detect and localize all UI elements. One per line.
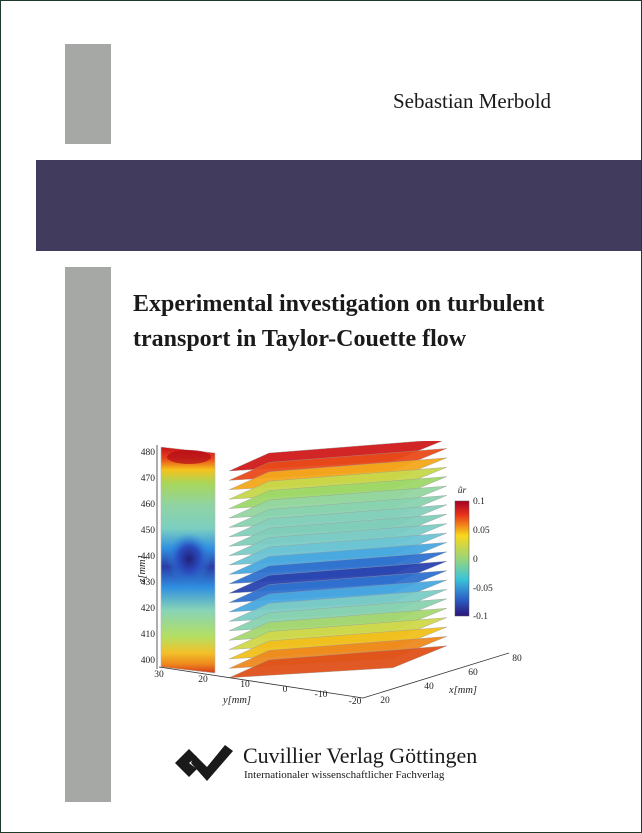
publisher-subtitle: Internationaler wissenschaftlicher Fachv… [244, 769, 445, 781]
z-axis-label: z[mm] [137, 555, 148, 583]
y-axis-label: y[mm] [222, 695, 251, 706]
z-tick: 460 [141, 500, 156, 510]
colorbar: ũr 0.1 0.05 0 -0.05 -0.1 [454, 486, 493, 622]
x-axis-label: x[mm] [448, 685, 477, 696]
z-tick: 400 [141, 656, 156, 666]
publisher-block: Cuvillier Verlag Göttingen International… [173, 741, 593, 791]
flow-figure: 480 470 460 450 440 430 420 410 400 z[mm… [131, 438, 531, 718]
gray-bar-main [65, 267, 111, 802]
colorbar-label: ũr [458, 486, 467, 496]
cuvillier-logo-icon [175, 745, 233, 781]
gray-bar-top [65, 44, 111, 144]
z-tick: 430 [141, 578, 156, 588]
x-tick: 20 [380, 696, 390, 706]
z-tick: 440 [141, 552, 156, 562]
x-tick: 60 [468, 668, 478, 678]
z-tick: 450 [141, 526, 156, 536]
flow-figure-svg: 480 470 460 450 440 430 420 410 400 z[mm… [137, 438, 522, 707]
y-tick: 20 [198, 675, 208, 685]
x-tick: 40 [424, 682, 434, 692]
colorbar-tick: 0 [473, 555, 478, 565]
colorbar-tick: -0.1 [473, 612, 488, 622]
z-tick: 420 [141, 604, 156, 614]
y-tick: 30 [154, 670, 164, 680]
z-tick: 470 [141, 474, 156, 484]
book-title: Experimental investigation on turbulent … [133, 287, 613, 357]
z-tick: 480 [141, 448, 156, 458]
publisher-name: Cuvillier Verlag Göttingen [243, 743, 478, 768]
y-tick: 10 [240, 680, 250, 690]
colorbar-tick: 0.1 [473, 497, 485, 507]
author-name: Sebastian Merbold [393, 89, 552, 113]
y-tick: 0 [283, 685, 288, 695]
title-line-2: transport in Taylor-Couette flow [133, 326, 467, 352]
purple-band [36, 160, 641, 251]
z-tick: 410 [141, 630, 156, 640]
colorbar-tick: -0.05 [473, 584, 493, 594]
colorbar-tick: 0.05 [473, 526, 490, 536]
x-tick: 80 [512, 654, 522, 664]
slice-stack [228, 438, 448, 678]
base-axes: 30 20 10 0 -10 -20 y[mm] 20 40 60 80 x[m… [154, 652, 522, 707]
y-tick: -10 [315, 690, 328, 700]
y-tick: -20 [349, 697, 362, 707]
wall-contour [156, 445, 216, 674]
z-axis: 480 470 460 450 440 430 420 410 400 z[mm… [137, 448, 155, 666]
contour-slice [228, 645, 448, 678]
title-line-1: Experimental investigation on turbulent [133, 291, 545, 317]
